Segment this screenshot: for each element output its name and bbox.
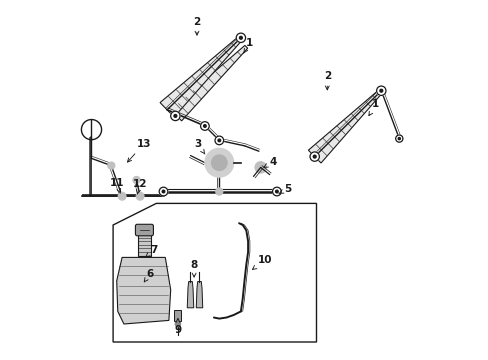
Circle shape (218, 139, 220, 142)
Circle shape (204, 148, 233, 177)
Text: 2: 2 (193, 17, 200, 35)
Text: 11: 11 (109, 178, 123, 193)
Circle shape (136, 192, 144, 200)
FancyBboxPatch shape (135, 224, 153, 236)
Circle shape (254, 162, 266, 173)
Text: 10: 10 (252, 255, 272, 269)
Circle shape (174, 114, 177, 117)
Polygon shape (187, 282, 193, 308)
Bar (138, 232, 151, 256)
Circle shape (211, 155, 227, 171)
Text: 13: 13 (127, 139, 151, 162)
Circle shape (215, 136, 223, 145)
Circle shape (203, 125, 206, 127)
Circle shape (162, 190, 164, 193)
Text: 1: 1 (368, 99, 379, 116)
Text: 9: 9 (174, 319, 181, 336)
Bar (174, 310, 181, 321)
Text: 12: 12 (133, 179, 147, 194)
Polygon shape (117, 257, 170, 324)
Text: 1: 1 (243, 38, 253, 53)
Circle shape (170, 111, 180, 121)
Circle shape (107, 162, 115, 169)
Circle shape (239, 36, 242, 39)
Polygon shape (196, 282, 203, 308)
Text: 7: 7 (145, 245, 157, 257)
Circle shape (159, 187, 167, 196)
Polygon shape (160, 36, 242, 117)
Circle shape (275, 190, 278, 193)
Circle shape (395, 135, 402, 142)
Circle shape (133, 176, 140, 184)
Text: 5: 5 (278, 184, 291, 194)
Text: 2: 2 (323, 71, 330, 90)
Text: 3: 3 (194, 139, 204, 154)
Circle shape (397, 138, 400, 140)
Text: 4: 4 (264, 157, 276, 167)
Circle shape (313, 155, 315, 158)
Circle shape (309, 152, 319, 161)
Circle shape (236, 33, 245, 42)
Polygon shape (308, 89, 382, 163)
Polygon shape (113, 203, 316, 342)
Circle shape (175, 321, 181, 327)
Text: 8: 8 (190, 260, 197, 277)
Circle shape (376, 86, 385, 95)
Polygon shape (170, 45, 247, 121)
Circle shape (272, 187, 281, 196)
Circle shape (215, 188, 223, 195)
Text: 6: 6 (144, 269, 154, 282)
Circle shape (118, 192, 126, 200)
Circle shape (200, 122, 209, 130)
Circle shape (379, 89, 382, 92)
